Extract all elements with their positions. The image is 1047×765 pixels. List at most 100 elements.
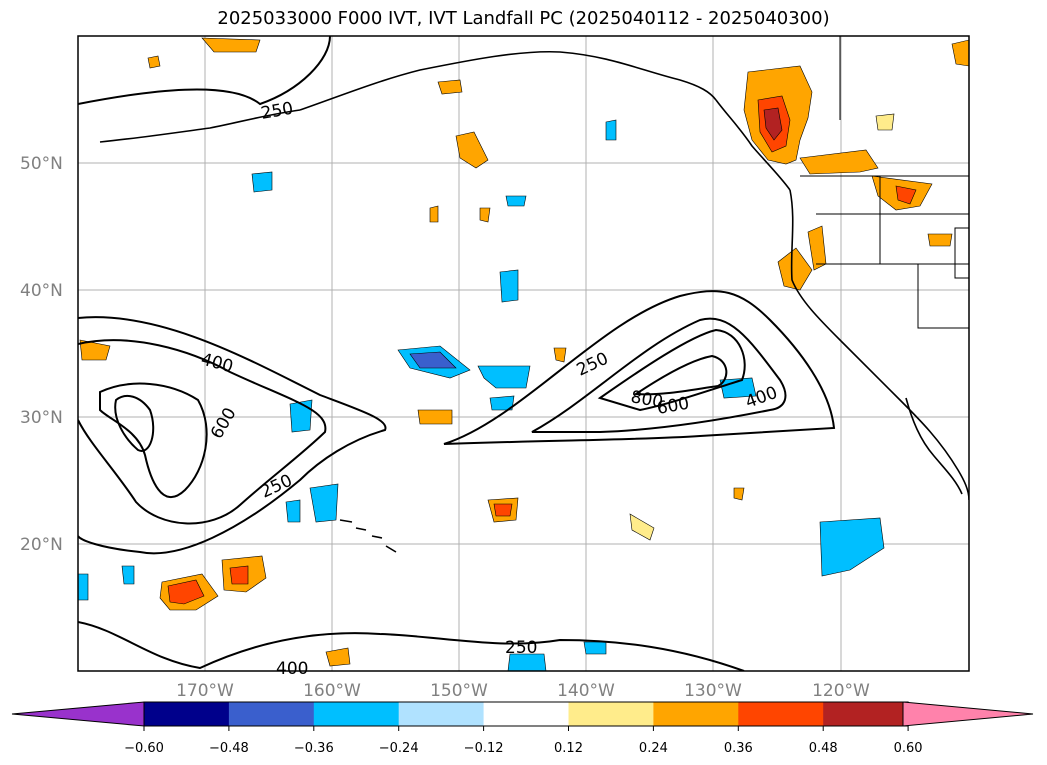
patch-neg-small-4 <box>583 641 607 655</box>
lat-label: 20°N <box>20 535 63 555</box>
patch-neg-central-2 <box>477 365 531 389</box>
contour-600-west <box>99 382 208 499</box>
contour-label: 400 <box>276 659 308 679</box>
patch-pos-small-4 <box>553 347 567 363</box>
contour-800-west <box>114 394 155 452</box>
patch-neg-n-pacific <box>499 269 519 303</box>
political-borders <box>800 36 969 329</box>
patch-neg-small-3 <box>505 195 527 207</box>
patch-neg-small-2 <box>605 119 617 141</box>
lon-label: 120°W <box>812 681 870 701</box>
colorbar-segment <box>483 702 569 726</box>
patch-pos-small-9 <box>951 39 969 67</box>
colorbar-tick-label: 0.24 <box>639 741 668 756</box>
patch-pos-central <box>417 409 453 425</box>
coastlines <box>99 50 969 553</box>
colorbar-segment <box>228 702 315 726</box>
patch-neg-s-edge <box>507 653 547 671</box>
contour-250-west <box>78 316 387 555</box>
contour-400-west <box>78 339 327 525</box>
lat-label: 40°N <box>20 281 63 301</box>
patch-pos-aleutian <box>201 37 261 53</box>
patch-pos-pnw-inner <box>763 107 783 141</box>
patch-pos-small-8 <box>629 513 655 541</box>
patch-pos-small-3 <box>479 207 491 223</box>
patch-neg-central-3 <box>489 395 515 411</box>
patch-pos-interior <box>799 149 879 175</box>
colorbar-segment <box>144 702 230 726</box>
colorbar-segment <box>568 702 654 726</box>
patch-neg-w-mid <box>289 399 313 433</box>
patch-neg-w-edge <box>78 573 89 601</box>
colorbar-tick-label: −0.60 <box>124 741 164 756</box>
map-title: 2025033000 F000 IVT, IVT Landfall PC (20… <box>217 8 830 29</box>
lon-label: 170°W <box>176 681 234 701</box>
map-frame <box>77 35 970 672</box>
contour-400-east <box>531 317 787 433</box>
patch-neg-n-pacific-2 <box>251 171 273 193</box>
patch-neg-central-core <box>409 351 457 369</box>
colorbar-segment <box>653 702 739 726</box>
lon-label: 160°W <box>303 681 361 701</box>
patch-pos-small-7 <box>875 113 895 131</box>
graticule <box>78 36 969 671</box>
patch-neg-hawaii <box>309 483 339 523</box>
ivt-contours <box>78 36 836 671</box>
patch-pos-small-1 <box>147 55 161 69</box>
negative-anomaly-patches <box>78 119 885 671</box>
contour-label: 250 <box>505 638 537 658</box>
contour-250-east <box>443 290 836 445</box>
colorbar: −0.60 −0.48 −0.36 −0.24 −0.12 0.12 0.24 0.36 0.4… <box>11 701 1034 756</box>
colorbar-tick-label: 0.60 <box>894 741 923 756</box>
colorbar-segment <box>398 702 485 726</box>
contour-250-south <box>78 621 745 671</box>
patch-pos-hawaii-s-core <box>229 565 249 585</box>
colorbar-tick-label: 0.36 <box>724 741 753 756</box>
colorbar-segment <box>313 702 400 726</box>
lon-label: 130°W <box>684 681 742 701</box>
colorbar-tick-label: −0.48 <box>209 741 249 756</box>
coast-hawaii <box>339 519 397 553</box>
patch-neg-subtrop-2 <box>719 377 757 399</box>
patch-pos-small-5 <box>733 487 745 501</box>
patch-pos-subtrop-core <box>493 503 513 517</box>
patch-pos-california <box>777 247 813 291</box>
patch-pos-n-pacific <box>455 131 489 169</box>
positive-anomaly-patches <box>79 37 969 667</box>
colorbar-tick-label: −0.12 <box>464 741 504 756</box>
contour-600-east <box>597 328 746 412</box>
latitude-labels: 50°N 40°N 30°N 20°N <box>20 154 63 555</box>
longitude-labels: 170°W 160°W 150°W 140°W 130°W 120°W <box>176 681 870 701</box>
contour-250-north <box>78 36 331 106</box>
patch-neg-e-tropical <box>819 517 885 577</box>
patch-pos-hawaii-sw-core <box>167 579 205 605</box>
border-states <box>816 176 969 329</box>
colorbar-tick-label: 0.12 <box>554 741 583 756</box>
patch-pos-alaska-small <box>437 79 463 95</box>
coast-alaska <box>299 50 717 111</box>
coast-us-west <box>789 189 969 501</box>
lon-label: 150°W <box>430 681 488 701</box>
patch-pos-s-edge <box>325 647 351 667</box>
lat-label: 30°N <box>20 408 63 428</box>
lat-label: 50°N <box>20 154 63 174</box>
colorbar-tick-label: −0.24 <box>379 741 419 756</box>
patch-pos-small-6 <box>927 233 953 247</box>
coast-aleutians <box>99 109 301 143</box>
patch-pos-idaho-core <box>895 185 917 205</box>
lon-label: 140°W <box>557 681 615 701</box>
patch-pos-w-edge <box>79 339 111 361</box>
colorbar-extend-low <box>11 701 145 727</box>
coast-baja <box>905 397 963 495</box>
patch-pos-small-2 <box>429 205 439 223</box>
colorbar-segment <box>823 702 909 726</box>
colorbar-extend-high <box>902 701 1034 727</box>
contour-800-east <box>633 354 728 396</box>
colorbar-tick-label: −0.36 <box>294 741 334 756</box>
patch-neg-hawaii-2 <box>285 499 301 523</box>
colorbar-segment <box>738 702 824 726</box>
coast-bc <box>715 99 791 191</box>
colorbar-tick-label: 0.48 <box>809 741 838 756</box>
patch-neg-small-1 <box>121 565 135 585</box>
